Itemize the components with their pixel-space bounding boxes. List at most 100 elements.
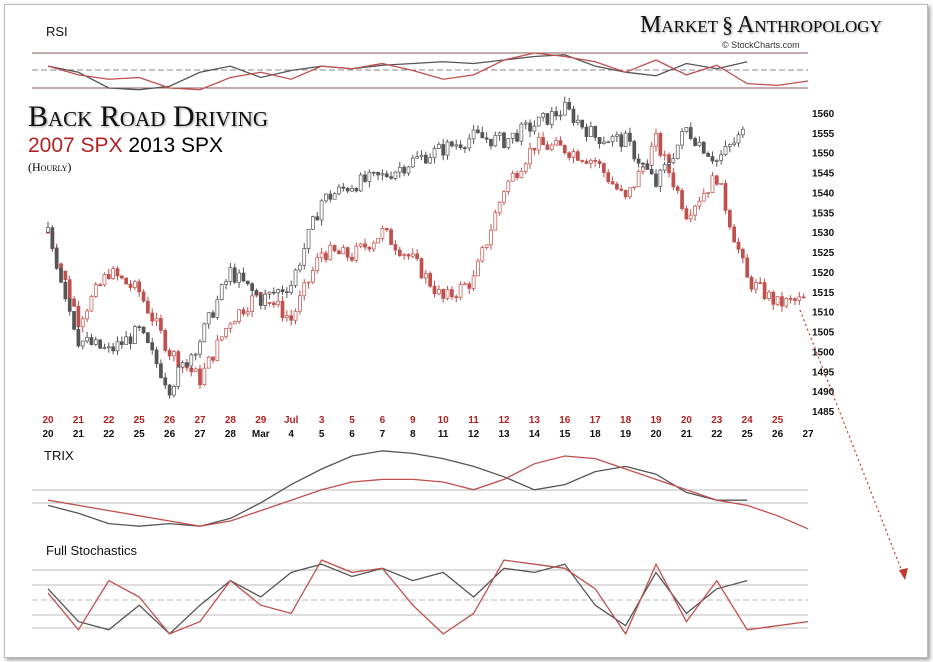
- x-tick-2013: 26: [772, 429, 784, 440]
- y-tick-label: 1560: [812, 109, 835, 120]
- price-candle: [141, 291, 146, 302]
- price-candle: [93, 284, 98, 297]
- price-candle: [280, 300, 285, 319]
- price-candle: [510, 173, 515, 182]
- x-tick-2013: 27: [194, 429, 206, 440]
- price-candle: [463, 147, 467, 150]
- price-candle: [567, 152, 571, 158]
- price-candle: [376, 171, 380, 176]
- price-candle: [89, 337, 94, 345]
- price-candle: [632, 141, 637, 160]
- price-candle: [658, 169, 663, 187]
- price-candle: [358, 174, 363, 192]
- price-candle: [788, 298, 793, 300]
- chart-frame: [4, 4, 928, 658]
- x-tick-2007: 5: [349, 415, 355, 426]
- price-candle: [315, 257, 320, 271]
- brand-name-right: Anthropology: [737, 12, 882, 38]
- x-tick-2007: 25: [134, 415, 146, 426]
- price-candle: [701, 141, 706, 154]
- price-candle: [150, 312, 155, 322]
- price-candle: [397, 249, 402, 256]
- price-candle: [80, 340, 85, 347]
- price-candle: [450, 141, 454, 147]
- price-candle: [63, 270, 68, 280]
- price-candle: [693, 205, 697, 216]
- x-tick-2007: 24: [742, 415, 754, 426]
- x-tick-2013: 12: [468, 429, 480, 440]
- x-tick-2013: 6: [349, 429, 355, 440]
- stoch-line: [47, 563, 748, 635]
- price-candle: [493, 212, 498, 231]
- y-tick-label: 1485: [812, 407, 835, 418]
- price-candle: [602, 163, 606, 173]
- price-candle: [128, 336, 133, 344]
- price-candle: [697, 141, 702, 146]
- price-candle: [354, 245, 359, 261]
- price-candle: [172, 386, 176, 396]
- x-tick-2007: 11: [468, 415, 479, 426]
- y-tick-label: 1530: [812, 228, 835, 239]
- price-candle: [215, 299, 220, 318]
- price-candle: [441, 289, 446, 299]
- x-tick-2007: 27: [194, 415, 206, 426]
- x-tick-2013: 13: [498, 429, 510, 440]
- price-candle: [332, 193, 337, 200]
- price-candle: [285, 291, 289, 294]
- price-candle: [741, 128, 745, 136]
- price-candle: [306, 228, 311, 249]
- rsi-line: [47, 54, 748, 91]
- price-candle: [727, 144, 732, 147]
- rsi-line: [47, 52, 809, 91]
- price-candle: [528, 122, 532, 132]
- price-candle: [241, 272, 246, 282]
- price-candle: [167, 384, 172, 396]
- price-candle: [358, 243, 363, 247]
- price-candle: [484, 137, 489, 140]
- price-candle: [319, 252, 324, 259]
- price-candle: [476, 129, 480, 133]
- x-tick-2013: 7: [380, 429, 386, 440]
- price-candle: [237, 309, 241, 322]
- price-candle: [497, 132, 502, 136]
- price-candle: [115, 268, 120, 277]
- price-candle: [137, 281, 142, 293]
- x-tick-2007: 23: [711, 415, 723, 426]
- price-candle: [180, 362, 185, 368]
- price-candle: [232, 267, 237, 283]
- x-tick-2007: 20: [681, 415, 693, 426]
- price-candle: [589, 126, 593, 138]
- price-candle: [649, 145, 654, 166]
- price-candle: [515, 132, 519, 142]
- price-candle: [363, 243, 367, 248]
- price-candle: [150, 342, 155, 351]
- price-candle: [502, 132, 506, 148]
- price-candle: [580, 160, 585, 162]
- y-tick-label: 1505: [812, 328, 835, 339]
- price-candle: [237, 272, 241, 283]
- price-candle: [80, 318, 85, 328]
- price-candle: [393, 171, 398, 179]
- trix-line: [47, 450, 748, 527]
- x-tick-2007: 22: [103, 415, 115, 426]
- stoch-label: Full Stochastics: [46, 543, 138, 558]
- price-candle: [745, 257, 750, 278]
- price-candle: [675, 186, 680, 191]
- price-candle: [211, 312, 215, 318]
- price-candle: [154, 318, 159, 322]
- price-candle: [667, 162, 671, 165]
- dna-helix-icon: §: [722, 12, 734, 37]
- x-tick-2007: 28: [225, 415, 237, 426]
- price-candle: [471, 275, 476, 289]
- price-candle: [476, 260, 480, 277]
- price-candle: [506, 180, 511, 192]
- price-candle: [723, 183, 728, 211]
- legend-2013: 2013 SPX: [128, 134, 223, 157]
- arrowhead-icon: [899, 568, 908, 580]
- x-tick-2013: 21: [681, 429, 693, 440]
- price-candle: [228, 323, 233, 329]
- price-candle: [693, 138, 697, 146]
- y-tick-label: 1510: [812, 308, 835, 319]
- price-candle: [714, 175, 719, 185]
